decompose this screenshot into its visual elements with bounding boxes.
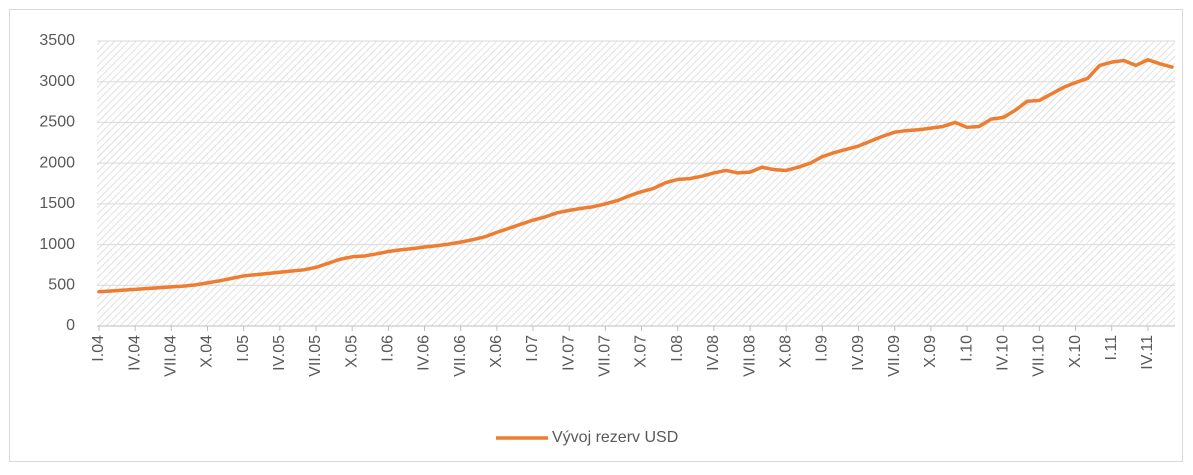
- y-tick-label: 1500: [39, 195, 75, 212]
- x-tick-label: I.11: [1103, 335, 1120, 361]
- x-tick-label: X.07: [633, 335, 650, 368]
- y-tick-label: 2500: [39, 114, 75, 131]
- x-tick-label: I.08: [669, 335, 686, 362]
- y-tick-label: 2000: [39, 154, 75, 171]
- x-tick-label: I.07: [524, 335, 541, 362]
- x-tick-label: I.04: [90, 335, 107, 362]
- y-tick-label: 1000: [39, 236, 75, 253]
- x-tick-label: X.08: [777, 335, 794, 368]
- plot-area: [97, 41, 1175, 326]
- x-tick-label: IV.08: [705, 335, 722, 371]
- y-tick-label: 0: [66, 317, 75, 334]
- x-tick-label: IV.05: [271, 335, 288, 371]
- y-tick-label: 500: [48, 277, 75, 294]
- x-tick-label: VII.09: [886, 335, 903, 377]
- x-tick-label: IV.09: [850, 335, 867, 371]
- x-tick-label: IV.11: [1139, 335, 1156, 370]
- x-tick-label: IV.04: [126, 335, 143, 371]
- x-tick-label: VII.05: [307, 335, 324, 377]
- legend-label: Vývoj rezerv USD: [552, 429, 678, 446]
- x-tick-label: X.04: [199, 335, 216, 368]
- x-tick-label: I.06: [380, 335, 397, 362]
- x-tick-label: VII.07: [597, 335, 614, 377]
- y-tick-label: 3500: [39, 32, 75, 49]
- x-tick-label: VII.06: [452, 335, 469, 377]
- x-tick-label: X.10: [1067, 335, 1084, 368]
- x-tick-label: VII.08: [741, 335, 758, 377]
- y-tick-label: 3000: [39, 73, 75, 90]
- x-tick-label: IV.07: [560, 335, 577, 371]
- x-tick-label: I.09: [814, 335, 831, 362]
- x-tick-label: X.09: [922, 335, 939, 368]
- x-tick-label: VII.10: [1031, 335, 1048, 377]
- x-tick-label: IV.10: [994, 335, 1011, 371]
- x-tick-label: X.05: [343, 335, 360, 368]
- x-tick-label: I.05: [235, 335, 252, 362]
- x-tick-label: VII.04: [163, 335, 180, 377]
- x-tick-label: IV.06: [416, 335, 433, 371]
- x-tick-label: X.06: [488, 335, 505, 368]
- data-line: [97, 57, 1174, 294]
- x-tick-label: I.10: [958, 335, 975, 362]
